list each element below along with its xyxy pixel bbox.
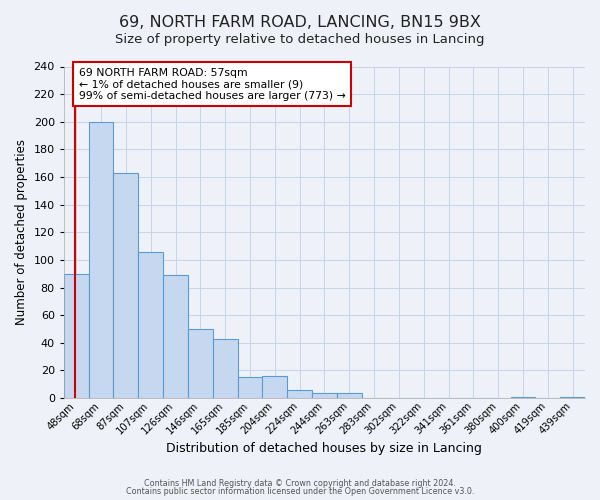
Text: Contains HM Land Registry data © Crown copyright and database right 2024.: Contains HM Land Registry data © Crown c… <box>144 478 456 488</box>
Bar <box>213 338 238 398</box>
X-axis label: Distribution of detached houses by size in Lancing: Distribution of detached houses by size … <box>166 442 482 455</box>
Text: 69 NORTH FARM ROAD: 57sqm
← 1% of detached houses are smaller (9)
99% of semi-de: 69 NORTH FARM ROAD: 57sqm ← 1% of detach… <box>79 68 346 101</box>
Bar <box>138 252 163 398</box>
Bar <box>312 392 337 398</box>
Bar <box>113 173 138 398</box>
Bar <box>89 122 113 398</box>
Text: Contains public sector information licensed under the Open Government Licence v3: Contains public sector information licen… <box>126 487 474 496</box>
Bar <box>337 392 362 398</box>
Bar <box>188 329 213 398</box>
Bar <box>511 396 535 398</box>
Bar <box>238 378 262 398</box>
Bar <box>163 275 188 398</box>
Bar <box>560 396 585 398</box>
Text: Size of property relative to detached houses in Lancing: Size of property relative to detached ho… <box>115 32 485 46</box>
Bar <box>64 274 89 398</box>
Y-axis label: Number of detached properties: Number of detached properties <box>15 140 28 326</box>
Bar <box>287 390 312 398</box>
Bar <box>262 376 287 398</box>
Text: 69, NORTH FARM ROAD, LANCING, BN15 9BX: 69, NORTH FARM ROAD, LANCING, BN15 9BX <box>119 15 481 30</box>
